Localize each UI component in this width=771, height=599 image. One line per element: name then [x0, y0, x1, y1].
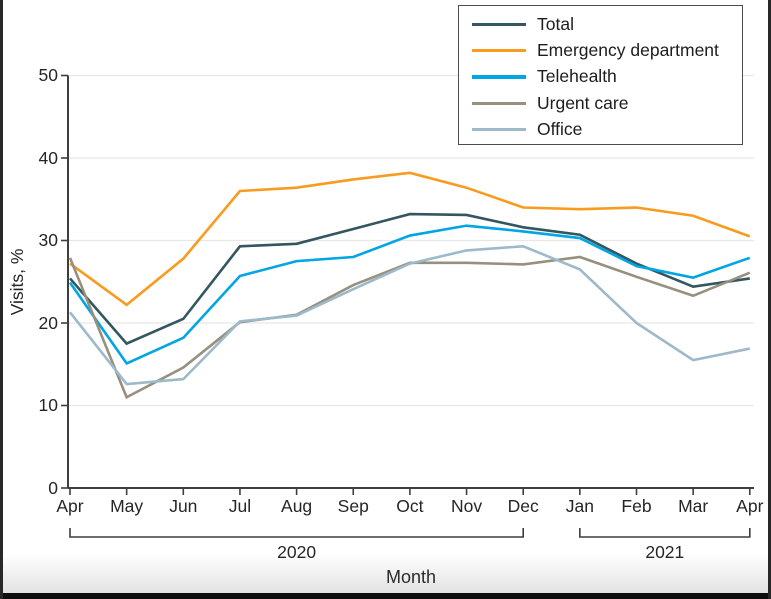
- x-tick-label: Jul: [228, 496, 252, 516]
- x-tick-label: Jun: [169, 496, 198, 516]
- legend-item-total: Total: [472, 11, 742, 37]
- legend-line-swatch: [472, 128, 526, 132]
- legend-label: Urgent care: [537, 92, 629, 113]
- x-tick-label: Mar: [678, 496, 709, 516]
- series-line-telehealth: [68, 224, 751, 366]
- legend-line-swatch: [472, 101, 526, 106]
- legend-line-swatch: [472, 48, 526, 53]
- legend-item-urgent-care: Urgent care: [472, 90, 742, 116]
- right-border: [768, 0, 771, 599]
- x-tick-label: Sep: [337, 496, 369, 516]
- y-tick-label: 40: [38, 147, 58, 168]
- x-tick-label: Apr: [736, 496, 764, 516]
- x-tick-label: Apr: [56, 496, 84, 516]
- x-tick-label: Jan: [565, 496, 594, 516]
- legend-items: Total Emergency department Telehealth Urgen…: [472, 11, 742, 143]
- legend-label: Telehealth: [537, 66, 617, 87]
- year-bracket-2020: [69, 528, 524, 538]
- legend-label: Office: [537, 119, 583, 140]
- x-tick-label: Aug: [281, 496, 313, 516]
- series-line-total: [69, 212, 750, 346]
- legend-line-swatch: [472, 75, 526, 79]
- y-tick-label: 30: [38, 230, 58, 250]
- legend-item-emergency-department: Emergency department: [472, 37, 742, 63]
- bottom-gradient-strip: [0, 556, 771, 593]
- legend-item-office: Office: [472, 117, 742, 143]
- x-tick-label: Feb: [621, 496, 652, 516]
- legend-label: Total: [537, 13, 574, 34]
- legend-item-telehealth: Telehealth: [472, 64, 742, 90]
- x-tick-label: Nov: [450, 496, 483, 516]
- y-tick-label: 0: [48, 477, 58, 498]
- bottom-border-bar: [0, 593, 771, 599]
- x-tick-label: May: [110, 496, 144, 516]
- x-axis-title: Month: [385, 567, 437, 587]
- y-tick-label: 10: [38, 395, 58, 415]
- legend: Total Emergency department Telehealth Urgen…: [458, 5, 743, 145]
- y-axis-title: Visits, %: [7, 248, 27, 316]
- x-tick-label: Dec: [507, 496, 539, 516]
- y-tick-label: 20: [38, 312, 58, 333]
- year-label-2020: 2020: [277, 542, 317, 562]
- year-bracket-2021: [579, 528, 751, 538]
- x-tick-label: Oct: [396, 496, 424, 516]
- legend-line-swatch: [472, 22, 526, 26]
- year-label-2021: 2021: [645, 542, 685, 562]
- series-line-emergency-department: [69, 171, 751, 307]
- y-tick-label: 50: [38, 65, 58, 85]
- series-line-urgent-care: [68, 255, 751, 400]
- left-border: [0, 0, 3, 599]
- series-line-office: [68, 244, 751, 386]
- legend-label: Emergency department: [537, 40, 719, 61]
